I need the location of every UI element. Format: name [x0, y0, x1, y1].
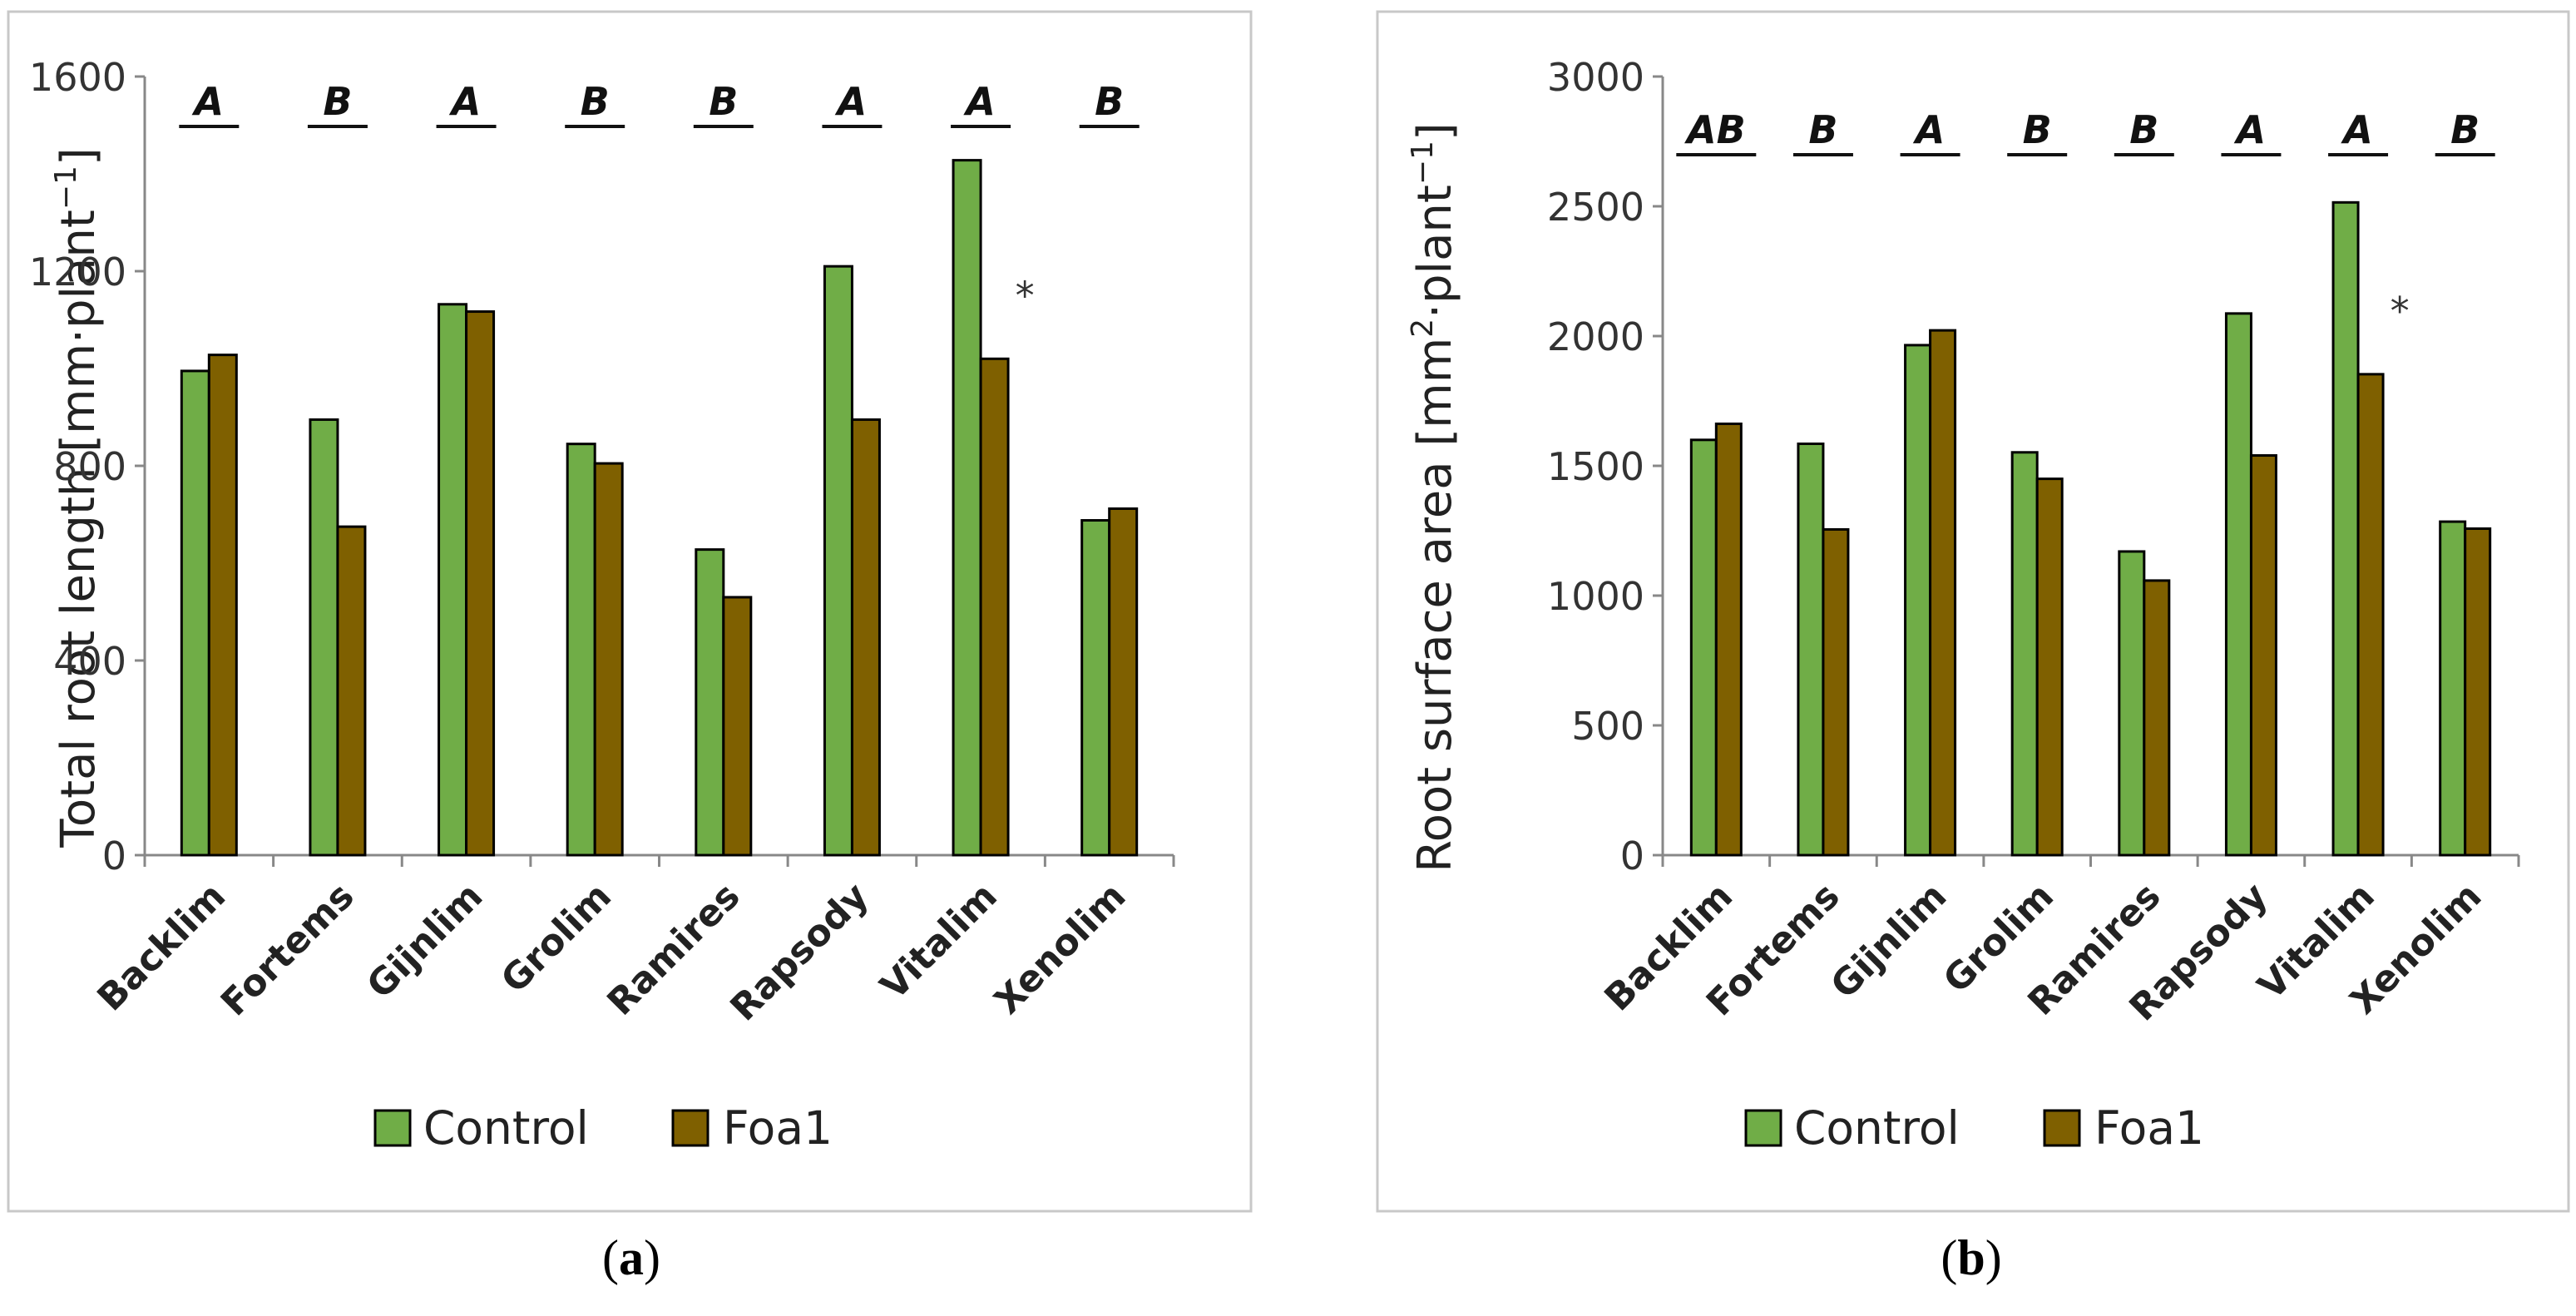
group-letter: B — [709, 79, 738, 124]
y-tick-label: 2500 — [1547, 185, 1644, 230]
bar-foa1-rapsody — [2249, 454, 2277, 857]
legend-control-swatch — [1744, 1109, 1782, 1147]
group-letter: AB — [1684, 107, 1746, 152]
group-letter: B — [2129, 107, 2158, 152]
bar-foa1-xenolim — [1108, 507, 1139, 857]
legend-foa1-label: Foa1 — [723, 1101, 833, 1155]
panel-a-legend: Control Foa1 — [373, 1101, 833, 1155]
y-tick-label: 400 — [53, 639, 126, 684]
group-letter: A — [963, 79, 996, 124]
bar-control-gijnlim — [1904, 344, 1932, 857]
significance-asterisk: * — [2391, 289, 2410, 334]
panel-a: Total root length [mm·plant−1] 0 400 800 12… — [7, 10, 1253, 1213]
bar-control-gijnlim — [438, 303, 468, 857]
y-tick-label: 0 — [102, 834, 126, 878]
bar-control-xenolim — [1080, 519, 1111, 857]
bar-foa1-backlim — [1714, 422, 1743, 857]
bar-foa1-grolim — [593, 462, 624, 857]
y-tick-label: 1200 — [29, 250, 126, 294]
bar-control-xenolim — [2439, 520, 2467, 857]
y-tick-label: 0 — [1620, 834, 1644, 878]
bar-control-ramires — [2118, 550, 2146, 857]
group-letter: B — [1808, 107, 1837, 152]
group-letter: B — [1095, 79, 1124, 124]
y-tick-label: 1600 — [29, 55, 126, 100]
bar-control-fortems — [309, 418, 339, 857]
group-letter: A — [835, 79, 868, 124]
group-letter: A — [1913, 107, 1946, 152]
bar-foa1-xenolim — [2464, 527, 2492, 857]
group-letter: A — [192, 79, 225, 124]
group-letter: B — [581, 79, 610, 124]
panel-b-y-axis-title: Root surface area [mm2·plant−1] — [1406, 122, 1462, 873]
y-tick-label: 800 — [53, 444, 126, 489]
y-tick-label: 2000 — [1547, 314, 1644, 359]
bar-foa1-rapsody — [850, 418, 881, 857]
y-tick-label: 3000 — [1547, 55, 1644, 100]
bar-foa1-ramires — [722, 596, 753, 857]
bar-foa1-fortems — [1822, 527, 1850, 857]
bar-foa1-backlim — [207, 354, 238, 857]
group-letter: B — [2023, 107, 2052, 152]
bar-control-rapsody — [2224, 312, 2252, 857]
legend-control-swatch — [373, 1109, 412, 1147]
legend-foa1-label: Foa1 — [2094, 1101, 2204, 1155]
bar-foa1-fortems — [336, 525, 367, 857]
bar-control-backlim — [180, 369, 210, 857]
panel-a-y-axis-title: Total root length [mm·plant−1] — [49, 147, 106, 848]
group-letter: A — [2341, 107, 2373, 152]
legend-control-label: Control — [423, 1101, 589, 1155]
legend-foa1-swatch — [2043, 1109, 2081, 1147]
group-letter: A — [2234, 107, 2267, 152]
bar-foa1-gijnlim — [1929, 329, 1957, 857]
bar-foa1-grolim — [2035, 477, 2064, 857]
bar-foa1-gijnlim — [465, 310, 496, 857]
panel-b-legend: Control Foa1 — [1744, 1101, 2204, 1155]
bar-control-grolim — [2010, 451, 2039, 857]
bar-control-fortems — [1797, 442, 1825, 857]
bar-foa1-ramires — [2143, 579, 2171, 857]
group-letter: A — [449, 79, 482, 124]
panel-a-caption: (a) — [602, 1230, 660, 1285]
group-letter: B — [2450, 107, 2480, 152]
bar-control-rapsody — [823, 265, 853, 857]
legend-control-label: Control — [1794, 1101, 1960, 1155]
panel-b-caption: (b) — [1941, 1230, 2001, 1285]
bar-control-ramires — [695, 548, 725, 857]
significance-asterisk: * — [1016, 273, 1035, 318]
bar-control-vitalim — [952, 159, 982, 857]
y-tick-label: 1000 — [1547, 574, 1644, 619]
y-tick-label: 1500 — [1547, 444, 1644, 489]
bar-foa1-vitalim — [2356, 373, 2385, 857]
bar-control-grolim — [566, 443, 596, 857]
bar-control-backlim — [1689, 438, 1718, 857]
bar-control-vitalim — [2331, 200, 2360, 857]
group-letter: B — [323, 79, 352, 124]
y-tick-label: 500 — [1571, 704, 1644, 749]
bar-foa1-vitalim — [979, 357, 1010, 857]
panel-b: Root surface area [mm2·plant−1] 0 500 1000… — [1376, 10, 2570, 1213]
legend-foa1-swatch — [671, 1109, 710, 1147]
